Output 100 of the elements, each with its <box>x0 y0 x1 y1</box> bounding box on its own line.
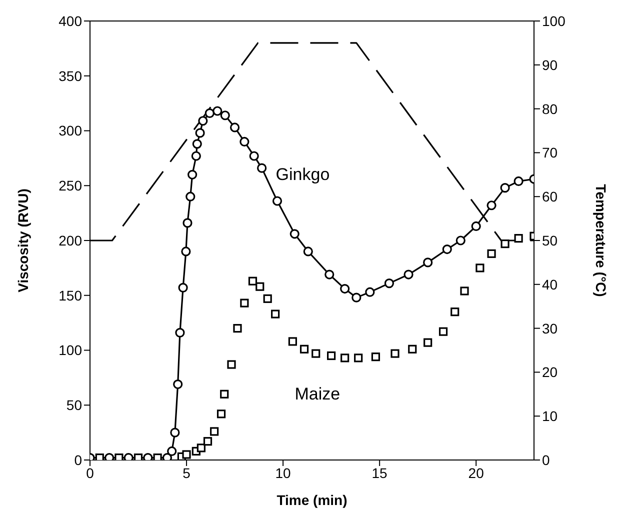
point <box>191 151 201 161</box>
point <box>486 200 496 210</box>
point <box>327 351 336 360</box>
point <box>198 116 208 126</box>
point <box>354 354 363 362</box>
point <box>500 239 510 248</box>
x-tick-label: 5 <box>182 464 191 481</box>
y-tick-label: 150 <box>58 287 82 304</box>
point <box>204 108 214 118</box>
point <box>456 236 466 246</box>
point <box>423 258 433 268</box>
point <box>153 454 162 460</box>
point <box>188 170 198 180</box>
point <box>424 338 432 347</box>
point <box>340 284 350 294</box>
y2-tick-label: 40 <box>542 276 558 292</box>
point <box>438 327 448 336</box>
point <box>290 229 300 239</box>
point <box>182 218 192 228</box>
point <box>248 276 258 286</box>
point <box>196 444 206 452</box>
x-tick-label: 20 <box>468 464 484 481</box>
y-tick-label: 250 <box>58 178 82 194</box>
x-axis-title: Time (min) <box>276 492 348 508</box>
point <box>220 110 230 120</box>
point <box>104 453 114 460</box>
point <box>230 122 240 132</box>
point <box>471 221 481 232</box>
y2-tick-label: 70 <box>542 144 558 161</box>
x-tick-label: 10 <box>275 464 292 481</box>
point <box>220 390 229 398</box>
point <box>178 282 188 292</box>
x-tick-label: 0 <box>86 464 94 481</box>
point <box>212 106 222 116</box>
y2-tick-label: 60 <box>542 188 558 205</box>
point <box>173 379 183 390</box>
point <box>203 437 212 446</box>
y2-tick-label: 10 <box>542 408 558 424</box>
point <box>167 446 177 456</box>
point <box>257 163 267 173</box>
point <box>514 234 523 243</box>
point <box>143 453 153 460</box>
point <box>300 344 309 354</box>
point <box>192 139 202 149</box>
point <box>487 249 496 258</box>
y2-axis-title: Temperature (°C) <box>593 184 610 297</box>
point <box>124 453 134 460</box>
point <box>182 450 191 459</box>
point <box>249 151 259 161</box>
y-tick-label: 200 <box>58 232 82 248</box>
point <box>500 183 510 193</box>
point <box>186 192 196 202</box>
series-label: Maize <box>294 384 340 404</box>
y-tick-label: 350 <box>58 68 82 84</box>
y2-tick-label: 100 <box>542 12 566 29</box>
point <box>324 270 334 280</box>
point <box>303 246 313 256</box>
point <box>175 328 185 338</box>
point <box>263 294 272 303</box>
y2-tick-label: 50 <box>542 232 558 248</box>
point <box>95 454 104 460</box>
point <box>216 410 226 418</box>
point <box>371 352 380 362</box>
point <box>227 360 236 369</box>
point <box>450 308 460 316</box>
y2-tick-label: 90 <box>542 56 558 73</box>
point <box>181 246 191 256</box>
point <box>340 354 350 362</box>
point <box>514 176 524 186</box>
point <box>240 298 249 308</box>
y-tick-label: 300 <box>58 122 82 139</box>
y-axis-title: Viscosity (RVU) <box>14 188 31 292</box>
y2-tick-label: 0 <box>542 452 550 468</box>
point <box>288 337 297 346</box>
point <box>404 270 414 280</box>
point <box>365 287 375 297</box>
point <box>271 310 280 318</box>
point <box>240 136 250 147</box>
y2-tick-label: 30 <box>542 320 558 336</box>
y-tick-label: 50 <box>66 397 82 414</box>
y2-tick-label: 20 <box>542 364 558 380</box>
point <box>352 292 362 302</box>
y-tick-label: 400 <box>58 12 82 29</box>
y-tick-label: 100 <box>58 342 82 358</box>
x-tick-label: 15 <box>372 464 388 481</box>
point <box>390 349 400 358</box>
point <box>233 324 242 333</box>
point <box>408 344 417 354</box>
point <box>442 244 452 254</box>
point <box>256 282 264 291</box>
point <box>170 428 180 438</box>
point <box>312 349 320 358</box>
point <box>210 427 219 436</box>
point <box>384 278 394 288</box>
y2-tick-label: 80 <box>542 100 558 117</box>
point <box>195 128 205 138</box>
y-tick-label: 0 <box>74 452 82 468</box>
point <box>114 454 124 460</box>
point <box>476 264 484 272</box>
point <box>272 196 282 206</box>
